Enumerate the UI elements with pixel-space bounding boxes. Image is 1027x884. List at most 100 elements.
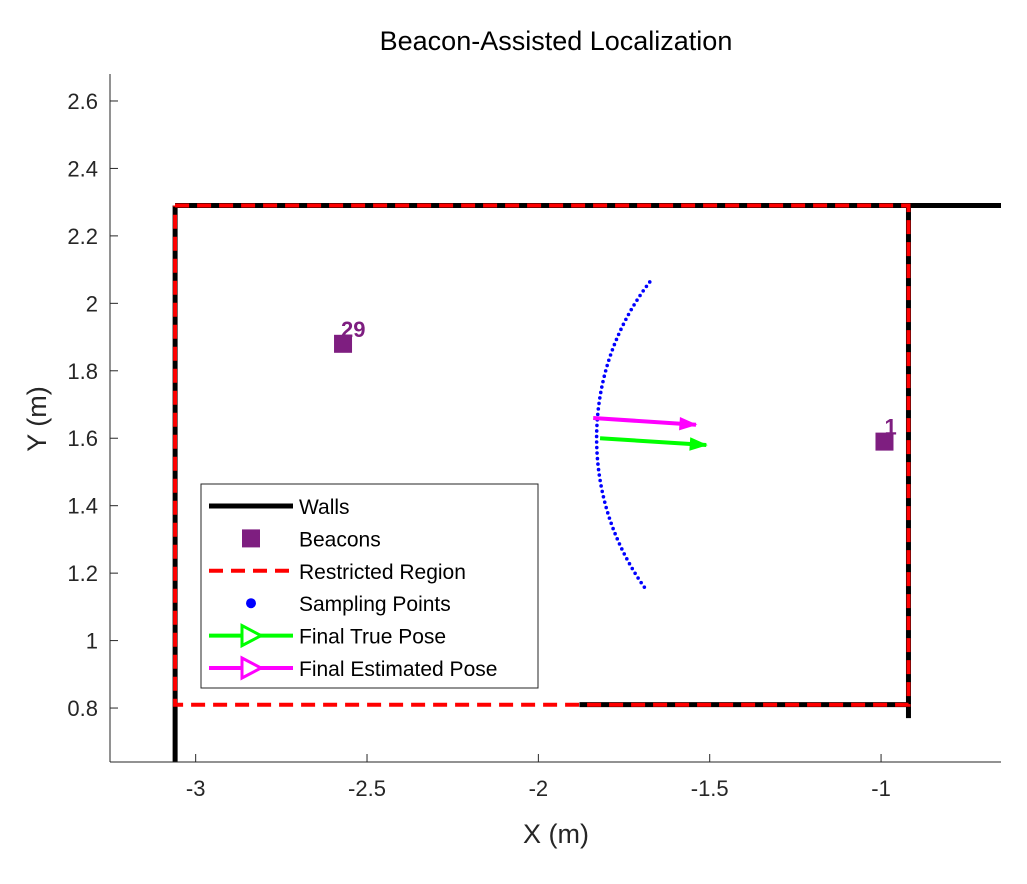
legend-label: Beacons [299,528,381,551]
sampling-point [639,580,643,585]
legend: Walls Beacons Restricted Region Sampling Po… [200,483,539,689]
y-tick-label: 0.8 [67,696,98,721]
sampling-point [609,521,614,526]
sampling-point [594,434,599,439]
sampling-point [602,500,607,504]
sampling-point [611,526,615,531]
sampling-point [605,511,610,515]
sampling-point [612,342,617,347]
x-axis-label: X (m) [523,819,589,849]
final-true-pose-arrow-head [689,437,708,451]
sampling-point [598,396,602,400]
sampling-point [615,537,620,541]
sampling-point [636,576,640,580]
sampling-point [642,585,647,589]
final-estimated-pose-arrow-head [679,416,698,431]
sampling-point [616,332,621,337]
x-tick-label: -1.5 [691,776,729,801]
legend-label: Sampling Points [299,593,451,616]
sampling-point [595,456,600,461]
sampling-point [641,289,645,293]
y-tick-label: 2.6 [67,89,98,114]
sampling-point [630,566,635,571]
sampling-point [627,561,632,566]
legend-swatch-beacons [242,529,260,548]
sampling-point [595,451,599,455]
sampling-point [626,312,631,317]
sampling-point [596,407,601,411]
y-tick-label: 1.4 [67,494,98,519]
sampling-point [617,542,622,546]
sampling-point [599,484,603,488]
sampling-point [601,495,606,499]
sampling-point [610,347,615,352]
sampling-point [597,473,602,477]
sampling-point [644,284,649,289]
y-tick-label: 1.8 [67,359,98,384]
x-tick-label: -2 [529,776,549,801]
sampling-point [603,369,608,373]
x-tick-label: -2.5 [348,776,386,801]
legend-label: Restricted Region [299,561,466,584]
y-tick-label: 1 [86,629,98,654]
plot-content: 29 1 [172,203,1001,762]
sampling-point [620,547,624,551]
sampling-point [607,358,611,363]
sampling-point [594,429,599,433]
y-tick-label: 2.4 [67,156,98,181]
sampling-point [598,478,602,483]
legend-box [200,483,539,689]
beacon-marker [875,432,894,451]
legend-swatch-final-estimated-pose-marker [240,655,265,681]
legend-swatch-sampling-points [246,598,256,609]
sampling-point [621,322,626,327]
sampling-point [594,445,599,450]
sampling-point [635,298,639,302]
beacon-label: 29 [341,317,365,342]
sampling-point [622,552,627,556]
final-estimated-pose-arrow-shaft [593,416,697,427]
sampling-point [604,505,608,510]
plot-area: 29 1 [172,203,1001,762]
final-true-pose-arrow-shaft [599,436,707,447]
y-tick-label: 1.6 [67,426,98,451]
chart-title: Beacon-Assisted Localization [380,26,733,56]
sampling-point [619,327,623,332]
sampling-point [597,401,601,406]
sampling-point [596,462,600,466]
sampling-point [614,337,619,342]
sampling-point [629,307,634,312]
sampling-point [605,363,609,368]
sampling-point [632,303,636,307]
beacon-label: 1 [884,415,896,440]
sampling-point [625,557,629,561]
sampling-point [598,390,603,395]
x-tick-label: -1 [871,776,891,801]
beacon-marker [334,334,353,353]
sampling-point [595,412,600,417]
sampling-point [633,571,637,576]
sampling-point [600,385,604,389]
sampling-point [608,353,613,357]
axes: -3 -2.5 -2 -1.5 -1 0.8 1 1.2 1.4 1.6 1.8 2 2.2 2.4 2.6 [67,74,1001,801]
sampling-point [601,379,605,384]
sampling-point [607,516,612,520]
legend-label: Final Estimated Pose [299,658,497,681]
sampling-point [624,317,628,322]
y-tick-label: 1.2 [67,561,98,586]
x-tick-label: -3 [186,776,206,801]
legend-label: Final True Pose [299,626,446,649]
sampling-point [600,489,605,494]
legend-swatch-final-true-pose-marker [240,623,265,649]
y-tick-label: 2 [86,291,98,316]
sampling-point [638,293,642,298]
sampling-point [596,467,601,472]
legend-label: Walls [299,496,350,519]
sampling-point [647,280,652,284]
sampling-point [613,531,617,536]
restricted-region-outline [173,203,911,707]
sampling-point [595,423,599,428]
y-axis-label: Y (m) [22,386,52,452]
